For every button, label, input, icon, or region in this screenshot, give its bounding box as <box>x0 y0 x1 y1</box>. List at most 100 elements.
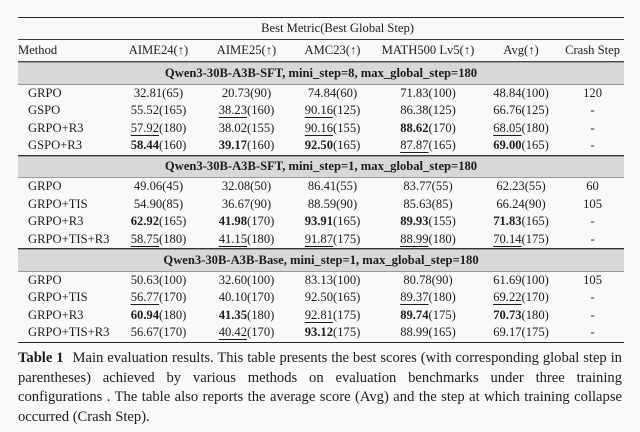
metric-cell: 88.59(90) <box>290 196 375 214</box>
metric-step: (165) <box>333 290 361 304</box>
top-header-row: Best Metric(Best Global Step) <box>18 17 625 40</box>
metric-step: (180) <box>159 307 187 322</box>
metric-value: 32.60 <box>218 272 248 287</box>
metric-cell: 41.98(170) <box>203 213 290 231</box>
crash-step-cell: - <box>590 307 595 322</box>
metric-step: (45) <box>162 179 184 193</box>
metric-value: 89.74 <box>400 307 429 322</box>
crash-step-cell: 60 <box>586 179 599 193</box>
metric-value: 92.50 <box>304 138 334 152</box>
crash-step-cell: 105 <box>583 196 602 211</box>
metric-step: (90) <box>250 85 272 100</box>
metric-value: 90.16 <box>304 103 334 117</box>
metric-value: 32.08 <box>221 179 251 193</box>
metric-cell: 48.84(100) <box>481 85 561 103</box>
metric-cell: 32.81(65) <box>114 85 203 103</box>
metric-step: (180) <box>247 231 275 246</box>
metric-cell: 71.83(100) <box>375 85 481 103</box>
metric-value: 38.23 <box>218 103 248 117</box>
metric-cell: 70.73(180) <box>481 307 561 325</box>
metric-cell: 88.99(165) <box>375 324 481 343</box>
metric-cell: 83.13(100) <box>290 272 375 290</box>
metric-step: (55) <box>336 179 358 193</box>
metric-step: (170) <box>247 325 275 339</box>
metric-cell: 88.62(170) <box>375 120 481 138</box>
crash-step-cell: 105 <box>583 272 602 287</box>
metric-value: 68.05 <box>493 120 522 135</box>
method-cell: GRPO <box>28 272 62 287</box>
metric-step: (165) <box>521 214 549 228</box>
results-table: Best Metric(Best Global Step) Method AIM… <box>18 17 625 343</box>
table-row: GRPO 32.81(65) 20.73(90) 74.84(60) 71.83(100… <box>18 85 624 103</box>
section-title: Qwen3-30B-A3B-SFT, mini_step=1, max_glob… <box>18 155 625 178</box>
crash-step-cell: 120 <box>583 85 602 100</box>
metric-cell: 69.17(175) <box>481 324 562 343</box>
metric-step: (90) <box>431 272 453 287</box>
metric-cell: 20.73(90) <box>203 85 290 103</box>
metric-value: 62.23 <box>496 179 525 193</box>
metric-value: 71.83 <box>493 214 522 228</box>
metric-cell: 83.77(55) <box>375 178 481 196</box>
metric-value: 20.73 <box>221 85 251 100</box>
metric-value: 36.67 <box>221 196 251 211</box>
metric-step: (175) <box>333 231 361 246</box>
table-row: GRPO+TIS 56.77(170) 40.10(170) 92.50(165) 89… <box>18 289 624 307</box>
metric-cell: 92.81(175) <box>290 307 375 325</box>
metric-step: (125) <box>428 103 456 117</box>
metric-step: (100) <box>521 85 549 100</box>
metric-step: (170) <box>159 290 187 304</box>
method-cell: GRPO <box>28 179 62 193</box>
table-row: GRPO+R3 57.92(180) 38.02(155) 90.16(155) 88.… <box>18 120 624 138</box>
method-cell: GRPO+R3 <box>28 214 84 228</box>
metric-value: 39.17 <box>218 138 248 152</box>
metric-value: 48.84 <box>493 85 522 100</box>
metric-value: 87.87 <box>400 138 429 152</box>
metric-cell: 36.67(90) <box>203 196 290 214</box>
metric-step: (180) <box>521 307 549 322</box>
metric-value: 58.44 <box>130 138 160 152</box>
results-tbody: Qwen3-30B-A3B-SFT, mini_step=8, max_glob… <box>18 62 625 343</box>
metric-cell: 41.15(180) <box>203 231 290 249</box>
metric-step: (170) <box>247 214 275 228</box>
metric-value: 89.37 <box>400 290 429 304</box>
metric-value: 80.78 <box>403 272 432 287</box>
metric-value: 70.14 <box>493 231 522 246</box>
metric-step: (165) <box>333 214 361 228</box>
metric-step: (85) <box>162 196 184 211</box>
metric-step: (170) <box>159 325 187 339</box>
metric-step: (55) <box>524 179 546 193</box>
metric-step: (170) <box>247 290 275 304</box>
metric-step: (175) <box>333 325 361 339</box>
metric-value: 86.38 <box>400 103 429 117</box>
metric-cell: 80.78(90) <box>375 272 481 290</box>
caption-label: Table 1 <box>18 350 64 366</box>
table-row: GSPO 55.52(165) 38.23(160) 90.16(125) 86.38(… <box>18 102 624 120</box>
metric-value: 41.15 <box>218 231 248 246</box>
col-header-avg: Avg(↑) <box>481 40 562 62</box>
metric-cell: 68.05(180) <box>481 120 561 138</box>
metric-value: 74.84 <box>307 85 337 100</box>
metric-value: 41.98 <box>218 214 248 228</box>
metric-step: (165) <box>521 138 549 152</box>
table-row: GSPO+R3 58.44(160) 39.17(160) 92.50(165) 87.… <box>18 137 625 156</box>
method-cell: GRPO <box>28 85 62 100</box>
metric-value: 38.02 <box>218 120 248 135</box>
table-row: GRPO+R3 60.94(180) 41.35(180) 92.81(175) 89.… <box>18 307 624 325</box>
metric-value: 41.35 <box>218 307 248 322</box>
metric-value: 56.77 <box>130 290 160 304</box>
method-cell: GRPO+TIS+R3 <box>18 324 114 343</box>
metric-step: (180) <box>159 231 187 246</box>
metric-value: 69.17 <box>493 325 522 339</box>
metric-cell: 40.42(170) <box>203 324 290 343</box>
crash-step-cell: - <box>590 103 595 117</box>
metric-cell: 86.41(55) <box>290 178 375 196</box>
metric-cell: 61.69(100) <box>481 272 561 290</box>
metric-cell: 71.83(165) <box>481 213 561 231</box>
metric-step: (100) <box>333 272 361 287</box>
metric-value: 66.76 <box>493 103 522 117</box>
metric-cell: 54.90(85) <box>114 196 203 214</box>
metric-value: 49.06 <box>133 179 163 193</box>
metric-cell: 58.44(160) <box>114 137 203 156</box>
metric-cell: 50.63(100) <box>114 272 203 290</box>
metric-cell: 90.16(125) <box>290 102 375 120</box>
